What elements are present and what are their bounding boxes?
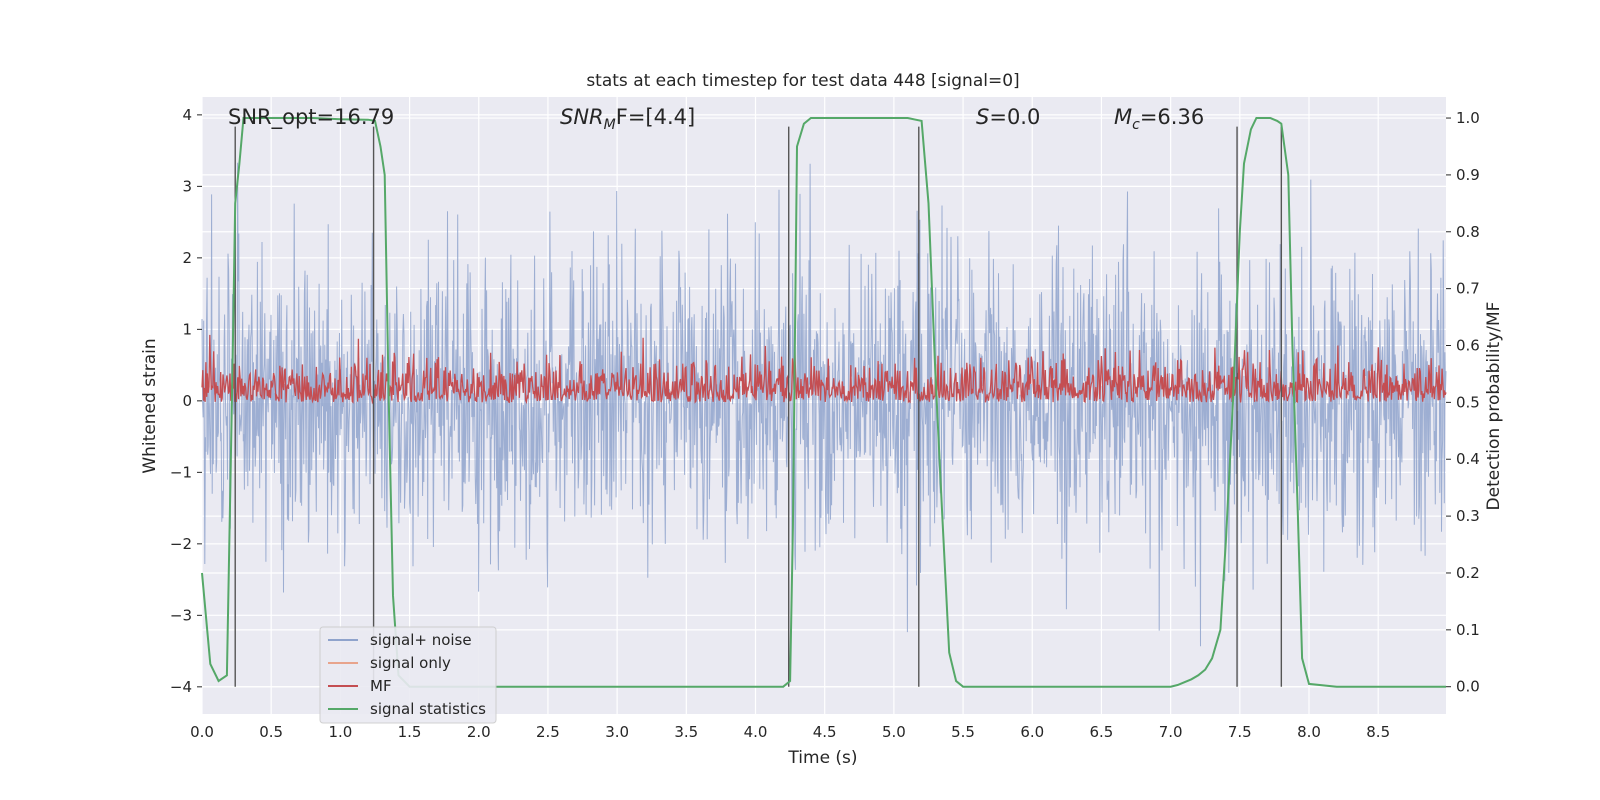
x-tick-label: 8.0 bbox=[1297, 723, 1321, 741]
y-tick-label-right: 0.8 bbox=[1456, 223, 1480, 241]
legend-box bbox=[319, 626, 497, 724]
legend-label-signal-only: signal only bbox=[370, 654, 451, 672]
x-tick-label: 3.5 bbox=[674, 723, 698, 741]
annotation-snr-opt: SNR_opt=16.79 bbox=[228, 105, 394, 130]
x-tick-label: 3.0 bbox=[605, 723, 629, 741]
x-tick-label: 7.5 bbox=[1228, 723, 1252, 741]
y-tick-label-left: 2 bbox=[182, 249, 192, 267]
annotation-snr-mf-rest: F=[4.4] bbox=[616, 105, 695, 129]
y-tick-label-left: 0 bbox=[182, 392, 192, 410]
x-tick-label: 6.5 bbox=[1090, 723, 1114, 741]
annotation-snr-mf: SNRMF=[4.4] bbox=[560, 105, 695, 133]
x-tick-label: 7.0 bbox=[1159, 723, 1183, 741]
x-tick-label: 8.5 bbox=[1366, 723, 1390, 741]
y-tick-label-right: 1.0 bbox=[1456, 109, 1480, 127]
signal-noise-line bbox=[201, 162, 1447, 647]
y-tick-label-right: 0.6 bbox=[1456, 337, 1480, 355]
vertical-markers bbox=[234, 126, 1283, 687]
annotation-s-rest: =0.0 bbox=[989, 105, 1040, 129]
y-tick-label-right: 0.2 bbox=[1456, 564, 1480, 582]
y-tick-label-right: 0.9 bbox=[1456, 166, 1480, 184]
x-tick-label: 2.0 bbox=[467, 723, 491, 741]
y-tick-label-right: 0.0 bbox=[1456, 678, 1480, 696]
y-tick-label-left: 3 bbox=[182, 177, 192, 195]
series-signal-statistics bbox=[201, 117, 1446, 688]
ticks: 0.0 0.5 1.0 1.5 2.0 2.5 3.0 3.5 4.0 4.5 5.0 5.5 6.0 6… bbox=[170, 106, 1480, 741]
annotation-s: S=0.0 bbox=[976, 105, 1040, 129]
x-tick-label: 6.0 bbox=[1020, 723, 1044, 741]
x-axis-label: Time (s) bbox=[787, 748, 857, 768]
annotation-mc-sub: c bbox=[1132, 117, 1140, 133]
legend-label-signal-noise: signal+ noise bbox=[370, 631, 472, 649]
annotation-snr-mf-sub: M bbox=[604, 117, 616, 133]
y-tick-label-right: 0.3 bbox=[1456, 507, 1480, 525]
y-tick-label-left: 1 bbox=[182, 320, 192, 338]
y-tick-label-left: −3 bbox=[170, 606, 192, 624]
x-tick-label: 5.0 bbox=[882, 723, 906, 741]
signal-statistics-line bbox=[201, 117, 1446, 688]
y-tick-label-left: 4 bbox=[182, 106, 192, 124]
y-tick-label-left: −4 bbox=[170, 678, 192, 696]
annotation-mc: Mc=6.36 bbox=[1114, 105, 1204, 133]
y-axis-label-right: Detection probability/MF bbox=[1484, 302, 1504, 511]
annotation-mc-main: M bbox=[1114, 105, 1132, 129]
mf-line bbox=[201, 334, 1447, 405]
x-tick-label: 4.0 bbox=[744, 723, 768, 741]
legend: signal+ noise signal only MF signal stat… bbox=[319, 626, 497, 724]
y-tick-label-left: −2 bbox=[170, 535, 192, 553]
x-tick-label: 0.5 bbox=[259, 723, 283, 741]
x-tick-label: 5.5 bbox=[951, 723, 975, 741]
y-tick-label-right: 0.1 bbox=[1456, 621, 1480, 639]
y-tick-label-right: 0.4 bbox=[1456, 450, 1480, 468]
x-tick-label: 0.0 bbox=[190, 723, 214, 741]
x-tick-label: 1.5 bbox=[398, 723, 422, 741]
y-axis-label-left: Whitened strain bbox=[140, 338, 160, 473]
annotation-s-main: S bbox=[976, 105, 989, 129]
y-tick-label-right: 0.7 bbox=[1456, 280, 1480, 298]
x-tick-label: 4.5 bbox=[813, 723, 837, 741]
y-tick-label-right: 0.5 bbox=[1456, 393, 1480, 411]
series-mf bbox=[201, 334, 1447, 405]
x-tick-label: 1.0 bbox=[328, 723, 352, 741]
annotation-mc-rest: =6.36 bbox=[1140, 105, 1204, 129]
legend-label-signal-statistics: signal statistics bbox=[370, 700, 486, 718]
chart-title: stats at each timestep for test data 448… bbox=[586, 71, 1019, 91]
series-signal-noise bbox=[201, 162, 1447, 647]
annotation-snr-mf-main: SNR bbox=[560, 105, 604, 129]
x-tick-label: 2.5 bbox=[536, 723, 560, 741]
legend-label-mf: MF bbox=[370, 677, 392, 695]
y-tick-label-left: −1 bbox=[170, 463, 192, 481]
